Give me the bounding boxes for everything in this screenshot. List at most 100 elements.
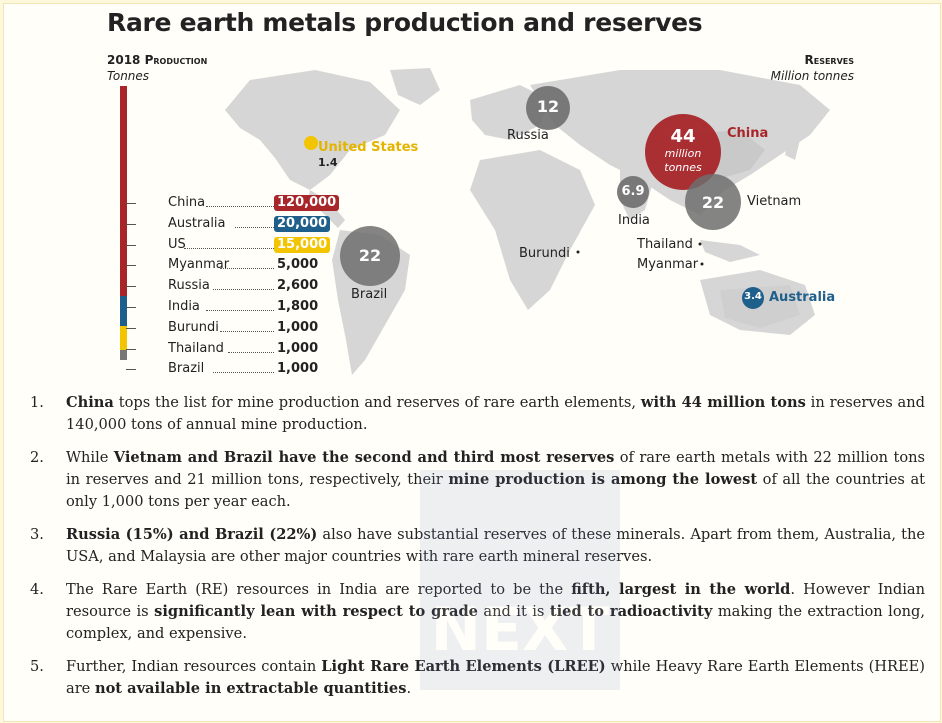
note-text: The Rare Earth (RE) resources in India a… <box>66 581 572 598</box>
note-emphasis: mine production is among the lowest <box>448 471 758 488</box>
ranking-leader <box>220 268 274 270</box>
note-item: 3. Russia (15%) and Brazil (22%) also hav… <box>30 524 925 568</box>
ranking-leader <box>220 330 274 332</box>
ranking-country: Myanmar <box>168 257 230 273</box>
china-reserve-value: 44 <box>670 126 696 147</box>
watermark-logo: NEXT <box>420 470 620 690</box>
ranking-value: 120,000 <box>274 195 340 211</box>
ranking-leader <box>206 206 274 207</box>
ranking-tick <box>126 265 136 267</box>
note-emphasis: Light Rare Earth Elements (LREE) <box>321 658 605 675</box>
ranking-value: 20,000 <box>274 215 331 232</box>
note-number: 2. <box>30 449 44 466</box>
ranking-country: China <box>168 195 206 210</box>
ranking-leader <box>213 289 274 291</box>
ranking-tick <box>126 348 136 350</box>
ranking-value: 1,800 <box>277 299 319 314</box>
ranking-tick <box>126 369 136 371</box>
label-us-reserve: 1.4 <box>318 156 338 169</box>
label-china: China <box>727 126 769 141</box>
india-reserve-value: 6.9 <box>621 184 645 199</box>
note-text: . <box>406 680 412 697</box>
note-text: tops the list for mine production and re… <box>113 394 641 411</box>
note-number: 1. <box>30 394 44 411</box>
production-header: 2018 Production <box>107 53 208 67</box>
note-emphasis: not available in extractable quantities <box>94 680 407 697</box>
ranking-leader <box>234 226 274 228</box>
ranking-value: 15,000 <box>274 236 331 253</box>
ranking-tick <box>126 327 136 329</box>
ranking-leader <box>184 247 274 249</box>
australia-reserve-value: 3.4 <box>744 291 762 302</box>
russia-reserve-value: 12 <box>536 97 560 116</box>
ranking-value: 5,000 <box>277 257 319 273</box>
note-number: 4. <box>30 581 44 598</box>
note-text: of rare earth metals with 22 million ton… <box>66 449 925 488</box>
note-emphasis: China <box>66 394 114 411</box>
ranking-tick <box>126 307 136 308</box>
note-emphasis: fifth, largest in the world <box>571 581 791 598</box>
brazil-reserve-value: 22 <box>358 246 382 265</box>
production-bar-china <box>120 86 127 296</box>
note-emphasis: tied to radioactivity <box>549 603 713 620</box>
note-number: 5. <box>30 658 44 675</box>
note-text: also have substantial reserves of these … <box>66 526 925 565</box>
reserves-header: Reserves <box>804 53 854 67</box>
reserves-unit: Million tonnes <box>770 69 854 83</box>
note-item: 4. The Rare Earth (RE) resources in India… <box>30 579 925 645</box>
note-text: . However Indian resource is <box>66 581 925 620</box>
note-emphasis: Russia (15%) and Brazil (22%) <box>66 526 318 543</box>
note-text: Further, Indian resources contain <box>66 658 322 675</box>
vietnam-reserve-value: 22 <box>701 193 725 212</box>
ranking-leader <box>227 351 274 353</box>
note-emphasis: with 44 million tons <box>640 394 806 411</box>
ranking-country: Burundi <box>168 319 219 335</box>
note-emphasis: significantly lean with respect to grade <box>154 603 478 620</box>
ranking-country: India <box>168 299 200 314</box>
production-bar-australia <box>120 296 127 326</box>
note-text: While <box>66 449 114 466</box>
ranking-value: 1,000 <box>277 361 319 377</box>
ranking-value: 1,000 <box>277 319 319 335</box>
production-bar-us <box>120 326 127 350</box>
china-reserve-unit-2: tonnes <box>664 161 702 174</box>
note-text: of all the countries at only 1,000 tons … <box>66 471 926 510</box>
svg-text:NEXT: NEXT <box>431 595 609 665</box>
label-russia: Russia <box>507 128 549 143</box>
notes-list: 1. China tops the list for mine productio… <box>30 392 925 711</box>
production-unit: Tonnes <box>107 69 150 83</box>
label-united-states: United States <box>318 140 419 155</box>
label-brazil: Brazil <box>351 287 388 302</box>
ranking-leader <box>206 310 274 311</box>
note-emphasis: Vietnam and Brazil have the second and t… <box>113 449 615 466</box>
label-vietnam: Vietnam <box>747 194 802 209</box>
note-text: making the extraction long, complex, and… <box>66 603 925 642</box>
ranking-leader <box>213 372 274 374</box>
ranking-country: Brazil <box>168 361 205 377</box>
china-reserve-unit-1: million <box>664 147 702 160</box>
ranking-tick <box>126 286 136 288</box>
ranking-tick <box>126 203 136 204</box>
label-australia: Australia <box>769 290 836 305</box>
note-text: and it is <box>478 603 550 620</box>
label-thailand: Thailand <box>637 237 693 252</box>
note-item: 1. China tops the list for mine productio… <box>30 392 925 436</box>
ranking-country: US <box>168 236 186 252</box>
note-text: in reserves and 140,000 tons of annual m… <box>66 394 925 433</box>
note-item: 2. While Vietnam and Brazil have the seco… <box>30 447 925 513</box>
infographic-title: Rare earth metals production and reserve… <box>107 8 703 37</box>
ranking-country: Russia <box>168 278 210 294</box>
note-item: 5. Further, Indian resources contain Ligh… <box>30 656 925 700</box>
ranking-country: Australia <box>168 215 226 231</box>
ranking-country: Thailand <box>168 340 224 356</box>
label-india: India <box>618 213 650 228</box>
label-burundi: Burundi <box>519 246 570 261</box>
ranking-tick <box>126 244 136 246</box>
note-text: while Heavy Rare Earth Elements (HREE) a… <box>66 658 926 697</box>
ranking-value: 2,600 <box>277 278 319 294</box>
ranking-value: 1,000 <box>277 340 319 356</box>
note-number: 3. <box>30 526 44 543</box>
production-bar-others <box>120 350 127 360</box>
ranking-tick <box>126 223 136 225</box>
label-myanmar: Myanmar <box>637 257 699 272</box>
